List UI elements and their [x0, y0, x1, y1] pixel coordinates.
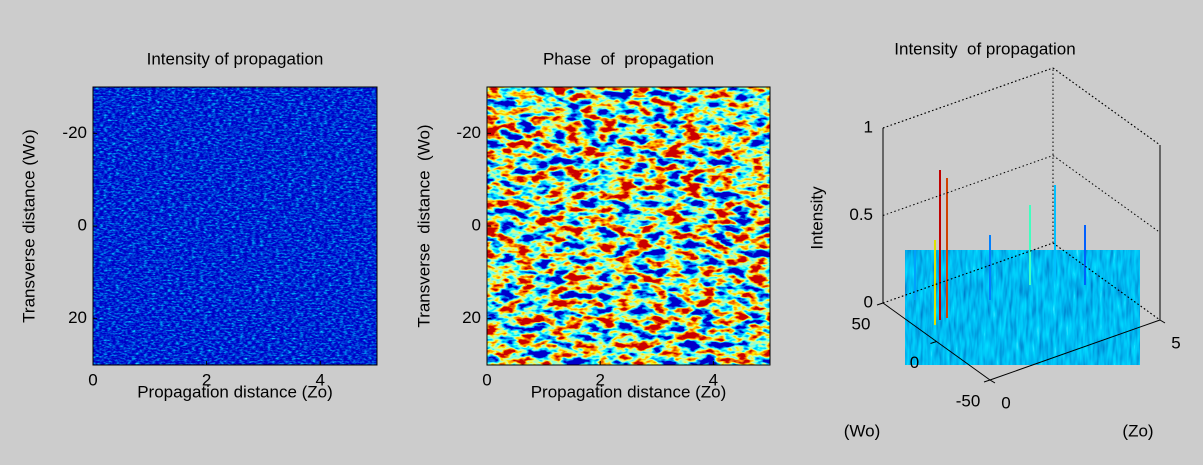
plot-images: [93, 87, 1140, 365]
chart-title: Phase of propagation: [543, 49, 714, 68]
z-tick-label: 1: [864, 117, 873, 136]
x-axis-label: Propagation distance (Zo): [531, 382, 727, 401]
phase-image: [487, 87, 770, 365]
x-axis-label: (Zo): [1122, 421, 1153, 440]
z-axis-label: Intensity: [807, 186, 826, 250]
x-tick-label: 2: [202, 370, 211, 389]
y-tick-label: 0: [910, 353, 919, 372]
x-tick-label: 2: [595, 370, 604, 389]
x-axis-label: Propagation distance (Zo): [137, 382, 333, 401]
x-tick-label: 0: [1001, 393, 1010, 412]
y-tick: [930, 341, 937, 344]
surface-image: [905, 250, 1140, 365]
x-tick: [989, 379, 996, 384]
y-axis-label: Transverse distance (Wo): [19, 129, 38, 323]
x-tick-label: 4: [709, 370, 718, 389]
y-axis-label: (Wo): [844, 421, 881, 440]
x-tick: [1159, 319, 1166, 324]
y-axis-label: Transverse distance (Wo): [414, 124, 433, 327]
x-tick-label: 0: [482, 370, 491, 389]
x-tick-label: 0: [88, 370, 97, 389]
y-tick-label: 50: [852, 314, 871, 333]
box-edge: [989, 319, 1161, 381]
y-tick-label: 20: [462, 308, 481, 327]
y-tick-label: -20: [456, 123, 481, 142]
y-tick-label: -20: [62, 123, 87, 142]
grid-line: [1052, 67, 1161, 146]
x-tick-label: 5: [1171, 333, 1180, 352]
y-tick: [983, 379, 991, 383]
y-tick-label: 0: [472, 215, 481, 234]
grid-line: [1052, 155, 1161, 233]
y-tick: [876, 302, 884, 306]
y-tick-label: 20: [68, 308, 87, 327]
z-tick-label: 0: [864, 292, 873, 311]
z-tick-label: 0.5: [849, 205, 873, 224]
chart-title: Intensity of propagation: [894, 39, 1075, 58]
grid-line: [882, 155, 1054, 216]
y-tick-label: 0: [78, 215, 87, 234]
x-tick-label: 4: [315, 370, 324, 389]
y-tick-label: -50: [956, 391, 981, 410]
surface-spikes: [914, 170, 1086, 325]
chart-title: Intensity of propagation: [147, 49, 324, 68]
intensity-image: [93, 87, 377, 365]
grid-line: [882, 67, 1054, 129]
